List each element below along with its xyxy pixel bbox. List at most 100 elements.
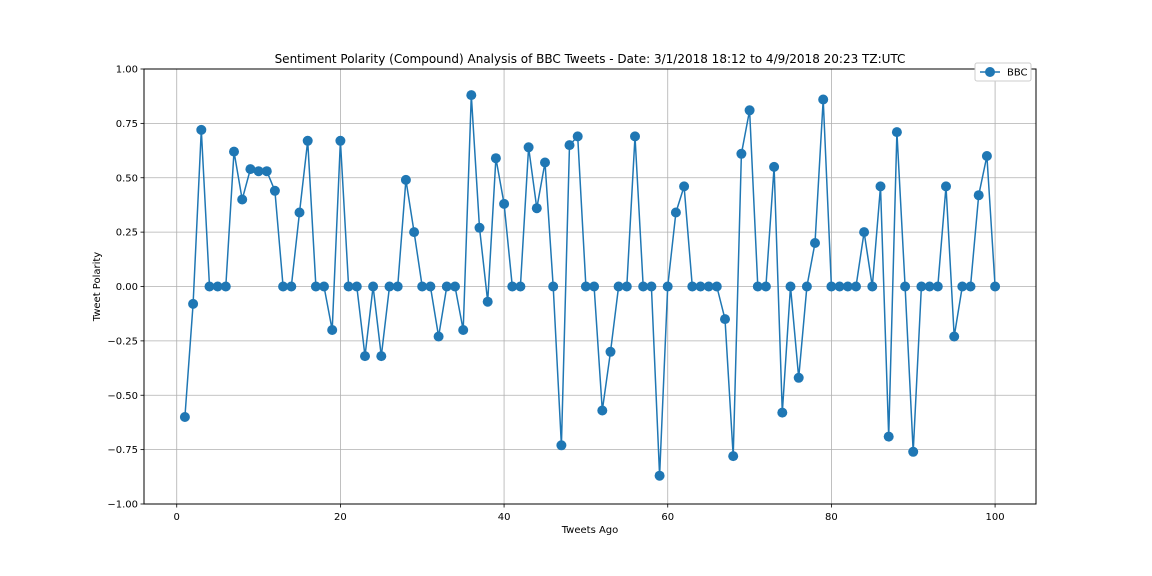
y-tick-label: 1.00 — [116, 65, 138, 76]
data-point — [932, 281, 943, 292]
data-point — [507, 281, 518, 292]
y-tick-label: 0.50 — [116, 173, 138, 184]
data-point — [965, 281, 976, 292]
data-point — [711, 281, 722, 292]
data-point — [409, 227, 420, 238]
series-layer — [179, 90, 1001, 481]
data-point — [728, 451, 739, 462]
x-tick-label: 60 — [661, 512, 674, 523]
data-point — [924, 281, 935, 292]
data-point — [466, 90, 477, 101]
data-point — [834, 281, 845, 292]
data-point — [605, 346, 616, 357]
data-point — [973, 190, 984, 201]
ticks: 0 20 40 60 80 100 −1.00 −0.75 −0.50 −0.25 0.00 0.25… — [107, 65, 1004, 524]
data-point — [556, 440, 567, 451]
data-point — [679, 181, 690, 192]
data-point — [916, 281, 927, 292]
data-point — [368, 281, 379, 292]
data-point — [319, 281, 329, 292]
data-point — [482, 296, 493, 307]
data-point — [335, 135, 346, 146]
data-point — [245, 164, 256, 175]
data-point — [425, 281, 436, 292]
data-point — [777, 407, 788, 418]
data-point — [793, 372, 804, 383]
data-point — [801, 281, 812, 292]
data-point — [360, 351, 370, 362]
data-point — [499, 198, 510, 209]
data-point — [981, 151, 992, 161]
data-point — [441, 281, 452, 292]
chart-title: Sentiment Polarity (Compound) Analysis o… — [275, 52, 906, 66]
data-point — [548, 281, 559, 292]
data-point — [343, 281, 354, 292]
x-tick-label: 80 — [825, 512, 838, 523]
data-point — [752, 281, 763, 292]
y-tick-label: −0.25 — [107, 336, 138, 347]
data-point — [949, 331, 960, 342]
data-point — [204, 281, 215, 292]
data-point — [392, 281, 403, 292]
data-point — [229, 146, 239, 157]
x-tick-label: 0 — [174, 512, 180, 523]
data-point — [580, 281, 591, 292]
data-point — [990, 281, 1001, 292]
data-point — [720, 314, 730, 325]
data-point — [351, 281, 362, 292]
y-tick-label: −1.00 — [107, 500, 138, 511]
data-point — [458, 325, 469, 335]
y-tick-label: −0.50 — [107, 391, 138, 402]
data-point — [384, 281, 395, 292]
y-tick-label: −0.75 — [107, 445, 138, 456]
data-point — [842, 281, 853, 292]
data-point — [859, 227, 870, 238]
data-point — [638, 281, 649, 292]
data-point — [327, 325, 338, 335]
data-point — [908, 446, 919, 457]
data-point — [703, 281, 714, 292]
data-point — [826, 281, 837, 292]
data-point — [278, 281, 289, 292]
x-tick-label: 20 — [334, 512, 347, 523]
data-point — [867, 281, 878, 292]
data-point — [450, 281, 460, 292]
data-point — [621, 281, 632, 292]
data-point — [540, 157, 550, 168]
data-point — [760, 281, 771, 292]
data-point — [212, 281, 223, 292]
y-tick-label: 0.25 — [116, 228, 138, 239]
data-point — [613, 281, 624, 292]
data-point — [474, 222, 485, 233]
data-point — [523, 142, 534, 153]
x-tick-label: 100 — [986, 512, 1005, 523]
data-point — [744, 105, 755, 116]
data-point — [253, 166, 264, 177]
legend-label: BBC — [1007, 68, 1028, 79]
data-point — [810, 238, 820, 248]
data-point — [179, 412, 190, 422]
data-point — [891, 127, 902, 138]
legend: BBC — [974, 62, 1032, 82]
x-axis-label: Tweets Ago — [561, 525, 619, 536]
data-point — [785, 281, 796, 292]
data-point — [188, 298, 199, 309]
data-point — [957, 281, 968, 292]
data-point — [564, 140, 575, 151]
data-point — [490, 153, 501, 164]
data-point — [515, 281, 526, 292]
data-point — [662, 281, 673, 292]
y-tick-label: 0.00 — [116, 282, 138, 293]
data-point — [851, 281, 861, 292]
data-point — [769, 161, 780, 172]
data-point — [670, 207, 681, 218]
data-point — [531, 203, 542, 214]
data-point — [220, 281, 231, 292]
data-point — [818, 94, 829, 105]
x-tick-label: 40 — [498, 512, 511, 523]
data-point — [196, 124, 207, 135]
data-point — [687, 281, 698, 292]
data-point — [875, 181, 886, 192]
